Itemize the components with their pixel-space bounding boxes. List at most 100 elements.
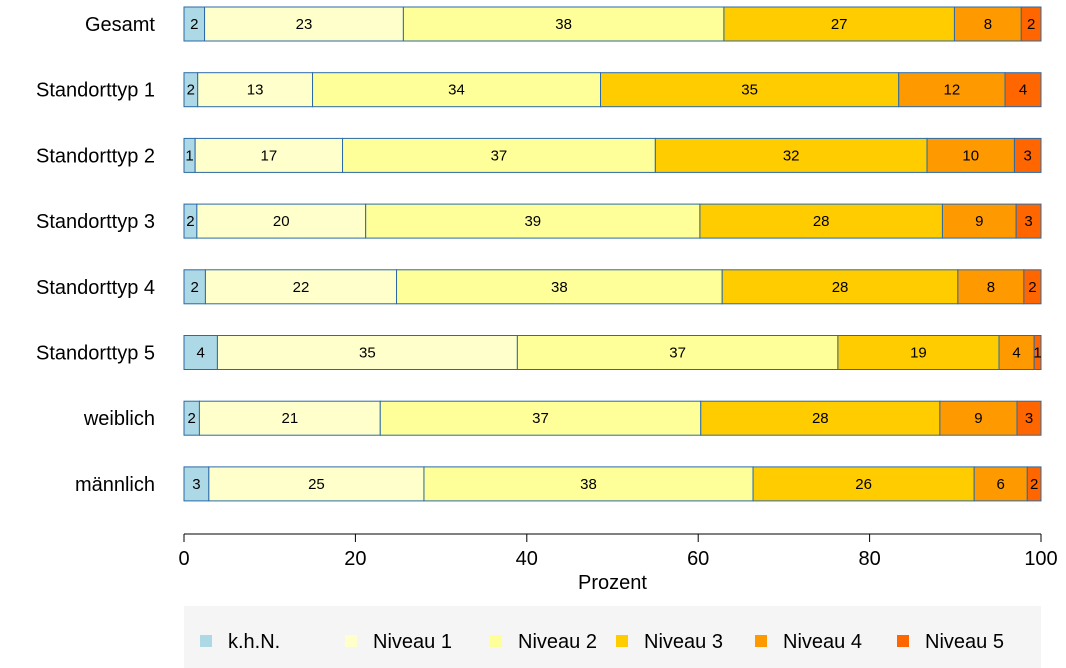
bar-segment <box>1016 400 1042 436</box>
category-label: Standorttyp 4 <box>36 277 155 299</box>
bar-data-label: 9 <box>974 410 982 427</box>
legend-label: Niveau 3 <box>644 631 723 653</box>
bar-data-label: 26 <box>855 476 872 493</box>
bar-data-label: 2 <box>190 16 198 33</box>
bar-segment <box>700 400 941 436</box>
bar-segment <box>342 137 656 173</box>
category-label: Standorttyp 2 <box>36 145 155 167</box>
bar-data-label: 8 <box>987 279 995 296</box>
legend-label: k.h.N. <box>228 631 280 653</box>
legend-background <box>184 606 1041 668</box>
category-label: Gesamt <box>85 14 155 36</box>
bar-segment <box>379 400 702 436</box>
bar-data-label: 39 <box>524 213 541 230</box>
bar-segment <box>600 72 900 108</box>
category-label: Standorttyp 3 <box>36 211 155 233</box>
bar-data-label: 25 <box>308 476 325 493</box>
bar-segment <box>654 137 928 173</box>
bar-data-label: 34 <box>448 82 465 99</box>
bar-data-label: 2 <box>186 213 194 230</box>
bar-data-label: 4 <box>1019 82 1027 99</box>
x-tick-label: 60 <box>687 548 709 570</box>
legend-label: Niveau 5 <box>925 631 1004 653</box>
bar-data-label: 20 <box>273 213 290 230</box>
category-label: weiblich <box>83 408 155 430</box>
bar-data-label: 21 <box>281 410 298 427</box>
bar-segment <box>183 335 218 370</box>
bar-data-label: 4 <box>1012 345 1020 362</box>
bar-data-label: 2 <box>191 279 199 296</box>
legend-swatch <box>345 635 357 647</box>
legend-label: Niveau 1 <box>373 631 452 653</box>
bar-data-label: 32 <box>783 147 800 164</box>
bar-segment <box>208 466 425 502</box>
bar-data-label: 35 <box>741 82 758 99</box>
x-tick-label: 0 <box>178 548 189 570</box>
bar-segment <box>204 6 404 42</box>
category-label: männlich <box>75 474 155 496</box>
x-tick-label: 80 <box>858 548 880 570</box>
bar-data-label: 3 <box>1024 213 1032 230</box>
category-label: Standorttyp 1 <box>36 80 155 102</box>
bar-segment <box>396 269 723 305</box>
bar-data-label: 37 <box>491 147 508 164</box>
bar-data-label: 2 <box>1030 476 1038 493</box>
bar-data-label: 2 <box>1028 279 1036 296</box>
bar-data-label: 37 <box>532 410 549 427</box>
bar-data-label: 37 <box>669 345 686 362</box>
bar-data-label: 38 <box>551 279 568 296</box>
bar-segment <box>973 466 1028 502</box>
bar-segment <box>204 269 398 305</box>
bar-data-label: 35 <box>359 345 376 362</box>
bar-data-label: 9 <box>975 213 983 230</box>
bar-segment <box>1004 72 1042 108</box>
bar-segment <box>941 203 1017 239</box>
bar-segment <box>198 400 381 436</box>
bar-data-label: 38 <box>580 476 597 493</box>
bar-segment <box>1013 137 1042 173</box>
bar-segment <box>699 203 943 239</box>
bar-segment <box>183 466 210 502</box>
bar-data-label: 28 <box>832 279 849 296</box>
bar-data-label: 19 <box>910 345 927 362</box>
x-tick-label: 20 <box>344 548 366 570</box>
bar-data-label: 27 <box>831 16 848 33</box>
legend-swatch <box>200 635 212 647</box>
bar-segment <box>837 335 1000 370</box>
legend-label: Niveau 4 <box>783 631 862 653</box>
bar-data-label: 3 <box>192 476 200 493</box>
bar-segment <box>196 203 367 239</box>
bar-segment <box>926 137 1015 173</box>
bar-segment <box>216 335 518 370</box>
bar-segment <box>957 269 1025 305</box>
bar-segment <box>423 466 754 502</box>
bar-segment <box>197 72 314 108</box>
bar-data-label: 28 <box>813 213 830 230</box>
bar-segment <box>194 137 344 173</box>
bar-data-label: 28 <box>812 410 829 427</box>
legend-label: Niveau 2 <box>518 631 597 653</box>
category-label: Standorttyp 5 <box>36 343 155 365</box>
legend-swatch <box>755 635 767 647</box>
bar-segment <box>1033 335 1042 370</box>
bar-segment <box>1015 203 1042 239</box>
bar-data-label: 2 <box>1027 16 1035 33</box>
bar-data-label: 12 <box>944 82 961 99</box>
legend-swatch <box>490 635 502 647</box>
bar-data-label: 1 <box>185 147 193 164</box>
legend-swatch <box>616 635 628 647</box>
bar-segment <box>721 269 959 305</box>
bar-segment <box>998 335 1035 370</box>
bar-segment <box>1020 6 1042 42</box>
x-axis-title: Prozent <box>578 572 647 594</box>
bar-data-label: 6 <box>997 476 1005 493</box>
bar-segment <box>312 72 602 108</box>
bar-data-label: 22 <box>293 279 310 296</box>
bar-segment <box>953 6 1022 42</box>
bar-data-label: 4 <box>197 345 205 362</box>
bar-segment <box>939 400 1018 436</box>
legend-swatch <box>897 635 909 647</box>
bar-segment <box>1023 269 1042 305</box>
bar-data-label: 10 <box>962 147 979 164</box>
